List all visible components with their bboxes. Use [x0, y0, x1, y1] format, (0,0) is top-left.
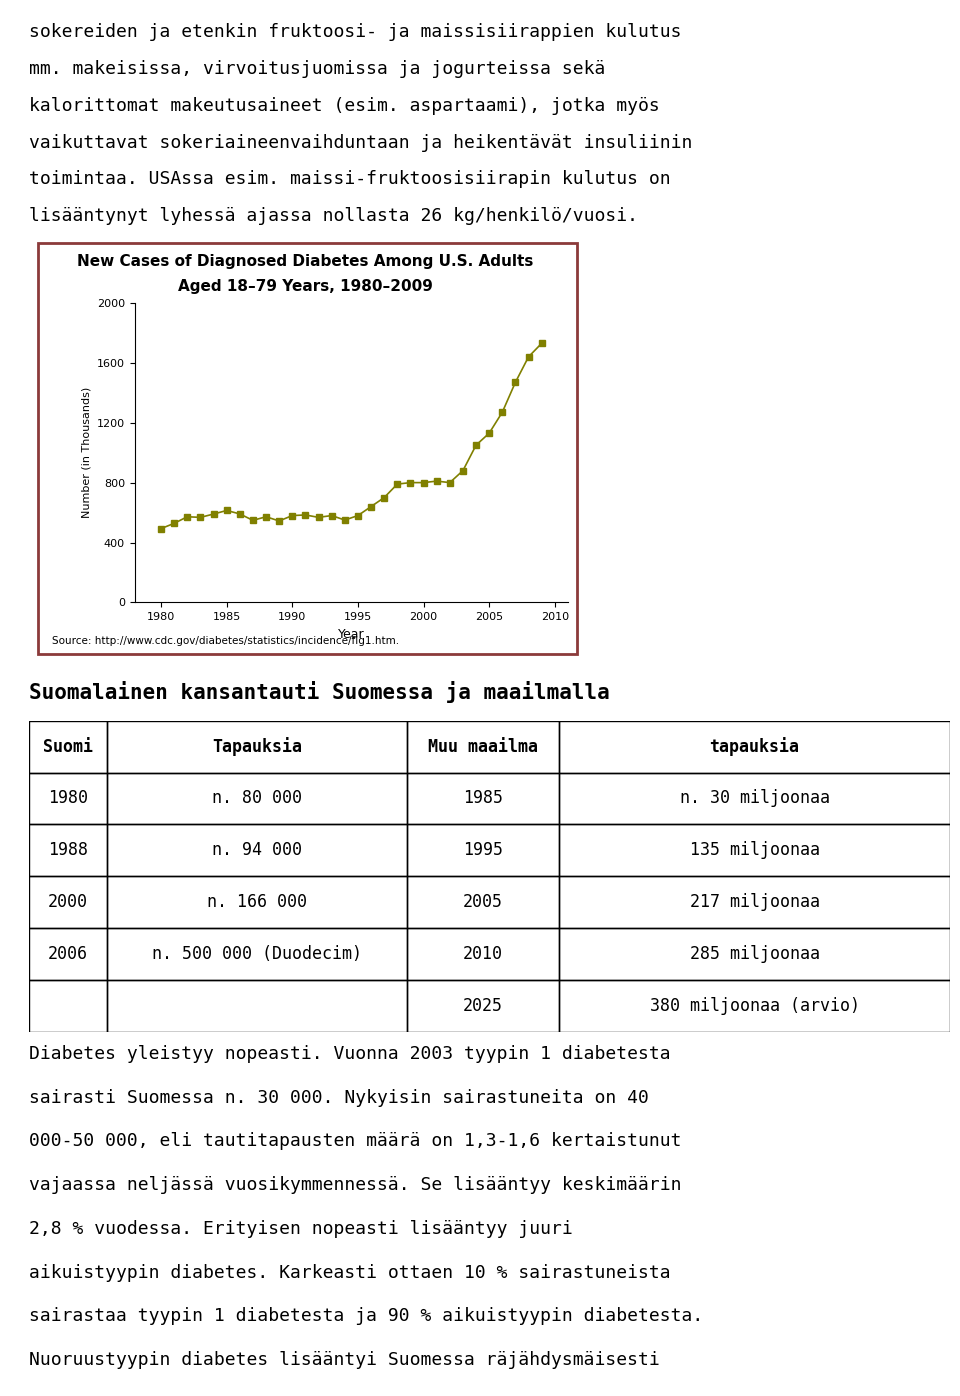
Text: Tapauksia: Tapauksia: [212, 737, 301, 757]
Text: n. 166 000: n. 166 000: [207, 893, 307, 912]
Text: 2005: 2005: [463, 893, 503, 912]
Text: 2,8 % vuodessa. Erityisen nopeasti lisääntyy juuri: 2,8 % vuodessa. Erityisen nopeasti lisää…: [29, 1220, 572, 1238]
Text: n. 80 000: n. 80 000: [212, 790, 301, 807]
Text: mm. makeisissa, virvoitusjuomissa ja jogurteissa sekä: mm. makeisissa, virvoitusjuomissa ja jog…: [29, 60, 605, 78]
Text: Source: http://www.cdc.gov/diabetes/statistics/incidence/fig1.htm.: Source: http://www.cdc.gov/diabetes/stat…: [52, 637, 399, 646]
Text: n. 30 miljoonaa: n. 30 miljoonaa: [680, 790, 829, 807]
Text: Aged 18–79 Years, 1980–2009: Aged 18–79 Years, 1980–2009: [178, 279, 433, 295]
Text: 285 miljoonaa: 285 miljoonaa: [689, 945, 820, 963]
Text: n. 94 000: n. 94 000: [212, 842, 301, 860]
Text: 380 miljoonaa (arvio): 380 miljoonaa (arvio): [650, 997, 859, 1015]
Text: lisääntynyt lyhessä ajassa nollasta 26 kg/henkilö/vuosi.: lisääntynyt lyhessä ajassa nollasta 26 k…: [29, 207, 637, 225]
Text: 2025: 2025: [463, 997, 503, 1015]
Text: Suomi: Suomi: [43, 737, 93, 755]
Text: sairasti Suomessa n. 30 000. Nykyisin sairastuneita on 40: sairasti Suomessa n. 30 000. Nykyisin sa…: [29, 1089, 649, 1107]
Text: Muu maailma: Muu maailma: [428, 737, 538, 755]
Text: vaikuttavat sokeriaineenvaihduntaan ja heikentävät insuliinin: vaikuttavat sokeriaineenvaihduntaan ja h…: [29, 134, 692, 152]
Text: Suomalainen kansantauti Suomessa ja maailmalla: Suomalainen kansantauti Suomessa ja maai…: [29, 680, 610, 702]
Text: toimintaa. USAssa esim. maissi-fruktoosisiirapin kulutus on: toimintaa. USAssa esim. maissi-fruktoosi…: [29, 170, 670, 188]
Text: 1985: 1985: [463, 790, 503, 807]
Text: sairastaa tyypin 1 diabetesta ja 90 % aikuistyypin diabetesta.: sairastaa tyypin 1 diabetesta ja 90 % ai…: [29, 1308, 703, 1325]
Text: 1980: 1980: [48, 790, 88, 807]
Text: aikuistyypin diabetes. Karkeasti ottaen 10 % sairastuneista: aikuistyypin diabetes. Karkeasti ottaen …: [29, 1263, 670, 1282]
Text: sokereiden ja etenkin fruktoosi- ja maissisiirappien kulutus: sokereiden ja etenkin fruktoosi- ja mais…: [29, 24, 682, 42]
FancyBboxPatch shape: [38, 243, 577, 653]
Text: 1988: 1988: [48, 842, 88, 860]
Text: tapauksia: tapauksia: [709, 737, 800, 757]
Text: vajaassa neljässä vuosikymmennessä. Se lisääntyy keskimäärin: vajaassa neljässä vuosikymmennessä. Se l…: [29, 1175, 682, 1194]
Text: 2010: 2010: [463, 945, 503, 963]
Text: 135 miljoonaa: 135 miljoonaa: [689, 842, 820, 860]
Text: 000-50 000, eli tautitapausten määrä on 1,3-1,6 kertaistunut: 000-50 000, eli tautitapausten määrä on …: [29, 1132, 682, 1150]
Text: kalorittomat makeutusaineet (esim. aspartaami), jotka myös: kalorittomat makeutusaineet (esim. aspar…: [29, 96, 660, 114]
Text: 1995: 1995: [463, 842, 503, 860]
Text: n. 500 000 (Duodecim): n. 500 000 (Duodecim): [152, 945, 362, 963]
Text: Diabetes yleistyy nopeasti. Vuonna 2003 tyypin 1 diabetesta: Diabetes yleistyy nopeasti. Vuonna 2003 …: [29, 1044, 670, 1062]
Text: Nuoruustyypin diabetes lisääntyi Suomessa räjähdysmäisesti: Nuoruustyypin diabetes lisääntyi Suomess…: [29, 1351, 660, 1369]
Text: 2006: 2006: [48, 945, 88, 963]
Text: 2000: 2000: [48, 893, 88, 912]
Text: 217 miljoonaa: 217 miljoonaa: [689, 893, 820, 912]
Text: New Cases of Diagnosed Diabetes Among U.S. Adults: New Cases of Diagnosed Diabetes Among U.…: [77, 254, 534, 268]
